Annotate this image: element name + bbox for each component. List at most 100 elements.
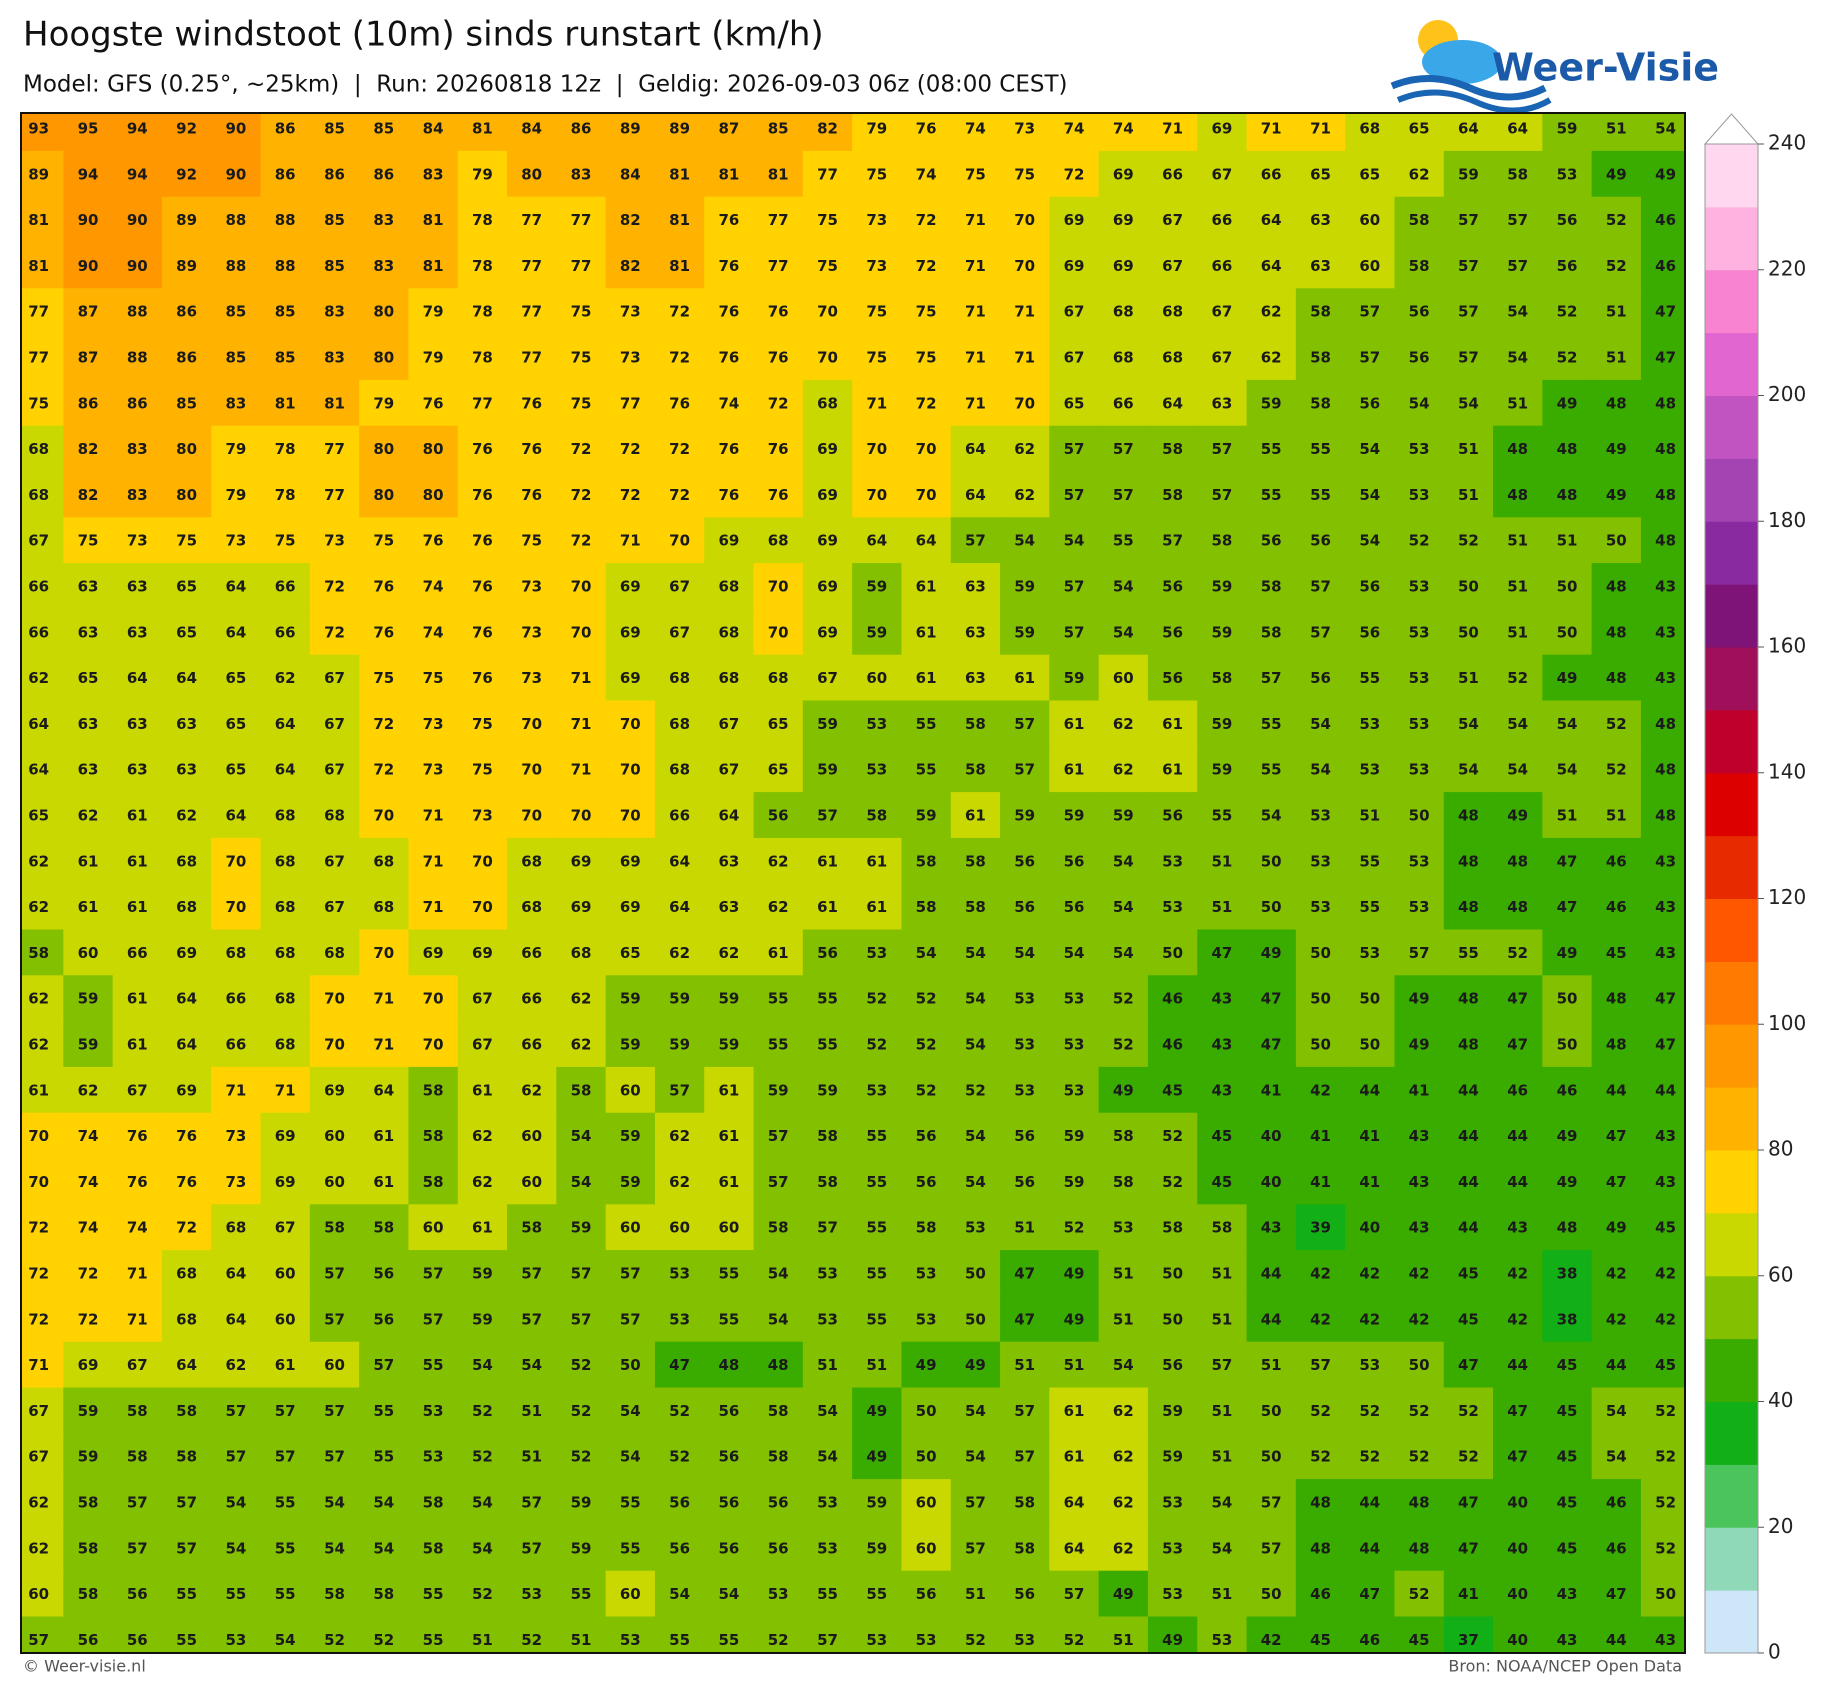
field-cell: [457, 1204, 508, 1251]
gust-value: 55: [373, 1448, 394, 1466]
field-cell: [309, 883, 360, 931]
field-cell: [950, 425, 1001, 473]
gust-value: 52: [1606, 211, 1627, 229]
gust-value: 57: [1113, 486, 1134, 504]
field-cell: [654, 700, 705, 747]
gust-value: 57: [275, 1402, 296, 1420]
gust-value: 59: [1211, 623, 1232, 641]
gust-value: 47: [1606, 1173, 1627, 1191]
gust-value: 49: [1064, 1310, 1085, 1328]
gust-value: 52: [1064, 1631, 1085, 1649]
gust-value: 48: [1458, 852, 1479, 870]
field-cell: [408, 1387, 459, 1434]
field-cell: [654, 1158, 705, 1205]
gust-value: 53: [1409, 852, 1430, 870]
field-cell: [802, 1341, 853, 1389]
colorbar-band: [1705, 961, 1758, 1025]
gust-value: 53: [1162, 898, 1183, 916]
field-cell: [1640, 700, 1685, 747]
field-cell: [211, 1341, 262, 1389]
field-cell: [1098, 288, 1149, 335]
gust-value: 60: [324, 1356, 345, 1374]
field-cell: [852, 1616, 903, 1653]
colorbar-band: [1705, 709, 1758, 774]
field-cell: [112, 746, 163, 793]
gust-value: 73: [620, 349, 641, 367]
gust-value: 68: [225, 944, 246, 962]
gust-value: 77: [521, 257, 542, 275]
field-cell: [1049, 1433, 1100, 1480]
field-cell: [654, 1250, 705, 1297]
field-cell: [556, 792, 607, 839]
gust-value: 51: [965, 1585, 986, 1603]
gust-value: 89: [176, 257, 197, 275]
colorbar-band: [1705, 458, 1758, 522]
gust-value: 53: [1162, 852, 1183, 870]
field-cell: [1443, 792, 1494, 839]
field-cell: [1394, 1341, 1445, 1389]
field-cell: [802, 150, 853, 198]
field-cell: [753, 1524, 804, 1572]
gust-value: 44: [1606, 1631, 1627, 1649]
field-cell: [1000, 1616, 1050, 1653]
gust-value: 64: [127, 669, 148, 687]
field-cell: [359, 242, 410, 289]
field-cell: [950, 975, 1001, 1022]
field-cell: [1246, 113, 1297, 152]
field-cell: [1295, 1341, 1346, 1389]
field-cell: [1394, 1112, 1445, 1160]
gust-value: 68: [275, 990, 296, 1008]
gust-value: 64: [718, 807, 739, 825]
gust-value: 62: [521, 1081, 542, 1099]
gust-value: 52: [1113, 1036, 1134, 1054]
field-cell: [211, 150, 262, 198]
gust-value: 61: [127, 1036, 148, 1054]
gust-value: 55: [768, 1036, 789, 1054]
field-cell: [457, 883, 508, 931]
field-cell: [309, 975, 360, 1022]
field-cell: [161, 425, 212, 473]
gust-value: 59: [768, 1081, 789, 1099]
field-cell: [457, 1524, 508, 1572]
gust-value: 52: [472, 1402, 493, 1420]
field-cell: [457, 1341, 508, 1389]
field-cell: [21, 379, 64, 427]
field-cell: [753, 196, 804, 244]
gust-value: 69: [817, 440, 838, 458]
gust-value: 54: [472, 1356, 493, 1374]
gust-value: 48: [1507, 486, 1528, 504]
colorbar-tick-label: 200: [1768, 382, 1806, 406]
field-cell: [1197, 288, 1248, 335]
field-cell: [21, 288, 64, 335]
gust-value: 53: [1409, 761, 1430, 779]
gust-value: 74: [1064, 120, 1085, 138]
field-cell: [507, 563, 557, 610]
field-cell: [359, 1295, 410, 1343]
gust-value: 68: [28, 486, 49, 504]
field-cell: [950, 608, 1001, 656]
gust-value: 69: [1113, 257, 1134, 275]
gust-value: 54: [472, 1494, 493, 1512]
gust-value: 58: [324, 1585, 345, 1603]
gust-value: 62: [28, 852, 49, 870]
field-cell: [1295, 379, 1346, 427]
gust-value: 73: [620, 303, 641, 321]
field-cell: [802, 746, 853, 793]
gust-value: 51: [1606, 303, 1627, 321]
field-cell: [63, 883, 114, 931]
field-cell: [1295, 1066, 1346, 1114]
gust-value: 53: [866, 944, 887, 962]
gust-value: 57: [423, 1310, 444, 1328]
field-cell: [63, 379, 114, 427]
gust-value: 66: [225, 990, 246, 1008]
field-cell: [753, 1021, 804, 1068]
gust-value: 58: [768, 1219, 789, 1237]
field-cell: [654, 1387, 705, 1434]
field-cell: [408, 700, 459, 747]
field-cell: [1443, 1616, 1494, 1653]
gust-value: 58: [817, 1127, 838, 1145]
gust-value: 64: [176, 990, 197, 1008]
gust-value: 70: [225, 898, 246, 916]
field-cell: [260, 379, 311, 427]
field-cell: [605, 1021, 656, 1068]
